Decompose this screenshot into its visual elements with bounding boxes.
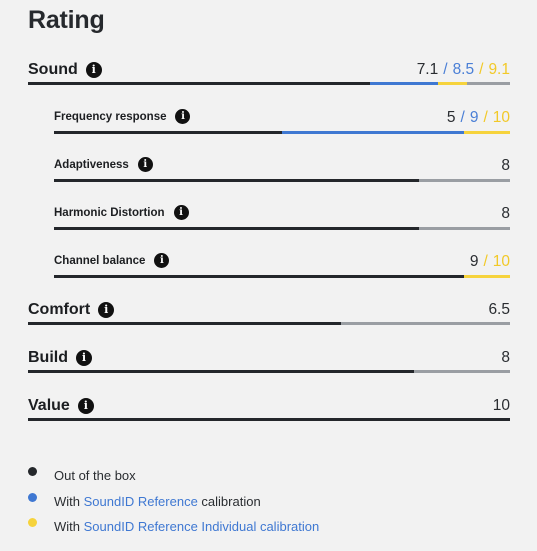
score-blue: 8.5	[452, 61, 475, 78]
score-yellow: 9.1	[488, 61, 510, 78]
score-dark: 8	[501, 157, 510, 174]
rating-row-frequency-response: Frequency response i 5/9/10	[54, 107, 510, 134]
score-yellow: 10	[492, 253, 510, 270]
info-icon[interactable]: i	[154, 253, 170, 268]
score-dark: 5	[446, 109, 456, 126]
legend-dot-individual	[28, 518, 37, 527]
rating-bar	[28, 370, 510, 373]
info-icon[interactable]: i	[173, 205, 189, 220]
rating-scores: 9/10	[470, 253, 510, 271]
rating-scores: 8	[501, 349, 510, 367]
legend-item-out-of-box: Out of the box	[28, 463, 319, 489]
bar-segment-dark	[28, 370, 414, 373]
bar-segment-dark	[54, 131, 282, 134]
rating-bar	[54, 131, 510, 134]
rating-label-text: Channel balance	[54, 254, 146, 267]
rating-scores: 5/9/10	[447, 109, 510, 127]
rating-bar	[54, 227, 510, 230]
rating-scores: 8	[501, 205, 510, 223]
rating-bar	[28, 322, 510, 325]
rating-scores: 8	[501, 157, 510, 175]
score-separator: /	[479, 61, 484, 78]
rating-label-text: Comfort	[28, 301, 91, 318]
rating-row-sound: Sound i 7.1/8.5/9.1	[28, 58, 510, 85]
legend-dot-reference	[28, 492, 37, 502]
score-yellow: 10	[492, 109, 510, 126]
rating-label: Sound i	[28, 61, 102, 79]
info-icon[interactable]: i	[137, 157, 153, 172]
score-dark: 7.1	[416, 61, 439, 78]
legend-label-suffix: calibration	[197, 493, 261, 509]
score-separator: /	[483, 109, 488, 126]
soundid-reference-individual-link[interactable]: SoundID Reference Individual calibration	[83, 519, 320, 535]
score-separator: /	[443, 61, 448, 78]
legend-label-prefix: With	[54, 493, 84, 509]
legend-label: Out of the box	[54, 468, 136, 484]
rating-scores: 10	[493, 397, 510, 415]
rating-bar	[28, 418, 510, 421]
bar-segment-dark	[28, 418, 510, 421]
rating-row-channel-balance: Channel balance i 9/10	[54, 251, 510, 278]
info-icon[interactable]: i	[98, 302, 115, 318]
info-icon[interactable]: i	[175, 109, 191, 124]
rating-label: Frequency response i	[54, 109, 191, 124]
rating-label: Value i	[28, 397, 94, 415]
rating-bar	[54, 179, 510, 182]
bar-segment-dark	[28, 82, 371, 85]
score-dark: 8	[501, 349, 510, 366]
score-dark: 9	[469, 253, 479, 270]
bar-segment-dark	[28, 322, 342, 325]
rating-row-adaptiveness: Adaptiveness i 8	[54, 155, 510, 182]
rating-bar	[54, 275, 510, 278]
rating-label-text: Adaptiveness	[54, 158, 129, 171]
score-dark: 10	[492, 397, 510, 414]
page-title: Rating	[28, 6, 105, 34]
legend-label-prefix: With	[54, 519, 84, 535]
rating-label-text: Frequency response	[54, 110, 167, 123]
rating-row-value: Value i 10	[28, 394, 510, 421]
rating-label-text: Build	[28, 349, 68, 366]
rating-label: Channel balance i	[54, 253, 170, 268]
rating-row-comfort: Comfort i 6.5	[28, 298, 510, 325]
info-icon[interactable]: i	[76, 350, 92, 366]
score-separator: /	[483, 253, 488, 270]
legend-item-reference: With SoundID Reference calibration	[28, 489, 319, 515]
rating-label-text: Harmonic Distortion	[54, 206, 165, 219]
bar-segment-dark	[54, 179, 419, 182]
rating-row-build: Build i 8	[28, 346, 510, 373]
legend-item-individual: With SoundID Reference Individual calibr…	[28, 514, 319, 540]
score-separator: /	[460, 109, 465, 126]
rating-scores: 6.5	[488, 301, 510, 319]
rating-label: Harmonic Distortion i	[54, 205, 189, 220]
bar-segment-dark	[54, 275, 465, 278]
rating-label: Adaptiveness i	[54, 157, 153, 172]
soundid-reference-link[interactable]: SoundID Reference	[83, 493, 198, 509]
rating-label: Build i	[28, 349, 92, 367]
bar-segment-dark	[54, 227, 419, 230]
rating-bar	[28, 82, 510, 85]
rating-row-harmonic-distortion: Harmonic Distortion i 8	[54, 203, 510, 230]
rating-scores: 7.1/8.5/9.1	[417, 61, 510, 79]
info-icon[interactable]: i	[77, 398, 94, 414]
score-dark: 8	[501, 205, 510, 222]
info-icon[interactable]: i	[85, 62, 102, 78]
legend-dot-out-of-box	[28, 467, 37, 476]
score-dark: 6.5	[488, 301, 510, 318]
legend: Out of the box With SoundID Reference ca…	[28, 463, 319, 540]
rating-label-text: Sound	[28, 61, 78, 78]
score-blue: 9	[469, 109, 479, 126]
rating-label: Comfort i	[28, 301, 115, 319]
rating-label-text: Value	[28, 397, 70, 414]
